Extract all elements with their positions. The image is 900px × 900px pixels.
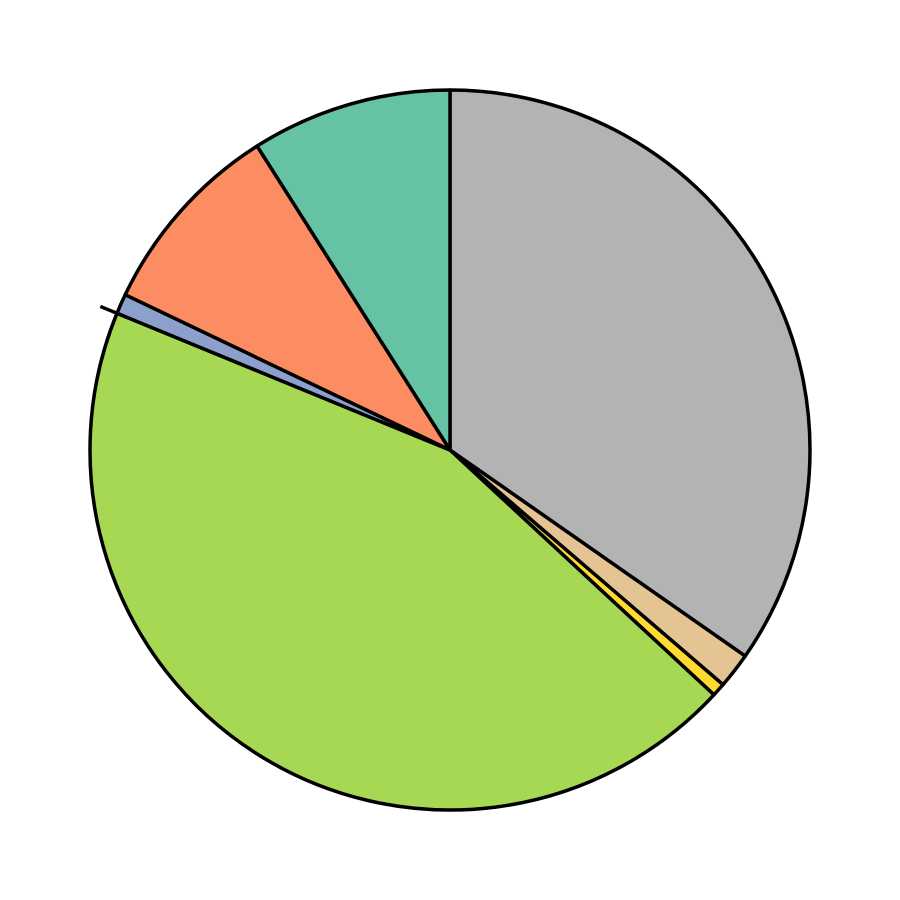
pie-slice-6 — [123, 144, 452, 452]
slice-edge-tick — [99, 304, 125, 318]
pie-slice-4 — [88, 311, 716, 812]
pie-slice-1 — [448, 88, 812, 658]
pie-slices — [88, 88, 812, 812]
pie-slice-7 — [255, 88, 452, 452]
